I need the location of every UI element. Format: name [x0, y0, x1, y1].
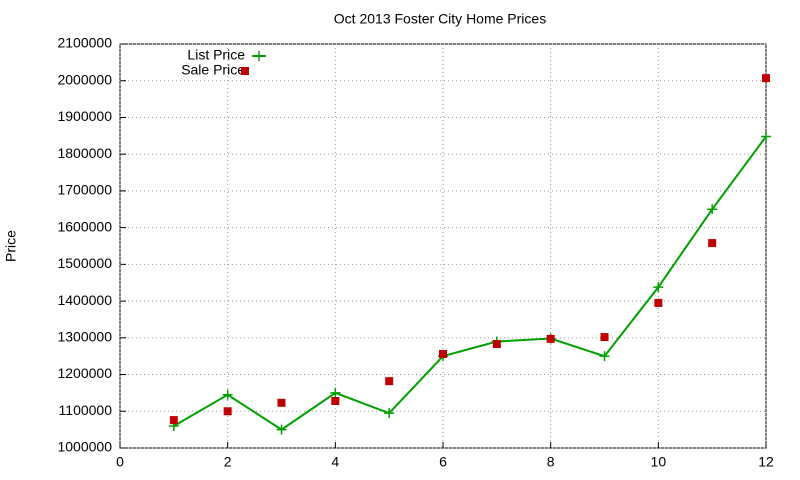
data-point	[654, 298, 663, 307]
legend-label: Sale Price	[181, 62, 245, 78]
data-point	[331, 396, 340, 405]
x-tick-label: 6	[439, 454, 447, 470]
data-point	[384, 408, 395, 419]
data-point	[546, 334, 555, 343]
data-point	[330, 387, 341, 398]
data-point	[599, 351, 610, 362]
y-tick-label: 1300000	[57, 329, 112, 345]
data-point	[276, 424, 287, 435]
data-point	[762, 74, 770, 83]
y-tick-label: 1100000	[59, 402, 113, 418]
x-tick-label: 12	[758, 454, 774, 470]
y-tick-label: 1600000	[57, 218, 112, 234]
x-tick-label: 2	[224, 454, 232, 470]
data-point	[223, 407, 232, 416]
y-tick-label: 2100000	[57, 35, 112, 51]
data-point	[492, 340, 501, 349]
legend-marker	[254, 51, 264, 61]
y-tick-label: 1200000	[57, 365, 112, 381]
y-tick-label: 2000000	[57, 71, 112, 87]
data-point	[169, 416, 178, 425]
x-tick-label: 10	[651, 454, 667, 470]
y-tick-label: 1800000	[57, 145, 112, 161]
data-point	[653, 282, 664, 293]
legend-label: List Price	[187, 47, 245, 63]
x-tick-label: 4	[331, 454, 339, 470]
y-tick-label: 1400000	[57, 292, 112, 308]
data-point	[708, 239, 717, 248]
legend-marker	[241, 67, 249, 75]
series-line	[173, 135, 767, 431]
y-tick-label: 1900000	[57, 108, 112, 124]
y-tick-label: 1700000	[57, 182, 112, 198]
data-point	[600, 333, 609, 342]
data-point	[277, 398, 286, 407]
data-point	[761, 131, 771, 142]
chart-title: Oct 2013 Foster City Home Prices	[334, 11, 546, 27]
x-tick-label: 0	[116, 454, 124, 470]
data-point	[222, 389, 233, 400]
data-point	[439, 349, 447, 358]
y-tick-label: 1000000	[57, 439, 112, 455]
x-tick-label: 8	[547, 454, 555, 470]
y-axis-label: Price	[3, 230, 19, 262]
data-point	[707, 204, 718, 215]
data-point	[385, 377, 394, 386]
y-tick-label: 1500000	[57, 255, 112, 271]
